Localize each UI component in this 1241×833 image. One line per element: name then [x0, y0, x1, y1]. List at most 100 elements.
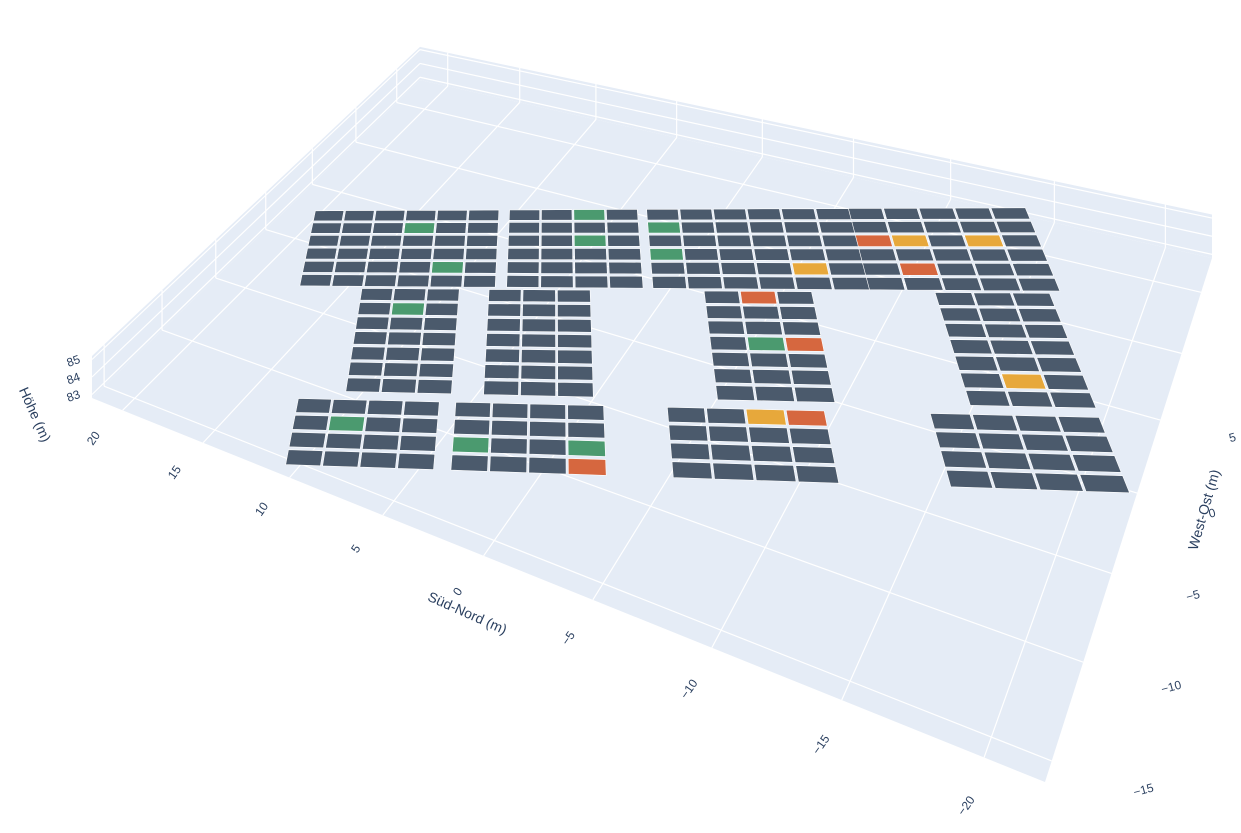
y-tick-label: −5	[1185, 587, 1202, 604]
panel	[387, 331, 422, 346]
panel	[706, 407, 747, 425]
panel	[508, 222, 540, 234]
panel	[940, 450, 988, 469]
panel	[1079, 474, 1130, 494]
panel	[521, 333, 556, 348]
highlighted-panel	[647, 221, 681, 234]
panel	[325, 432, 363, 450]
panel	[288, 431, 327, 449]
panel	[744, 320, 783, 336]
panel	[858, 248, 897, 262]
panel	[989, 471, 1039, 491]
panel	[383, 362, 419, 377]
panel	[936, 262, 977, 276]
panel	[679, 208, 714, 221]
panel	[815, 208, 852, 220]
panel	[436, 209, 468, 221]
panel	[285, 449, 324, 467]
panel	[401, 235, 434, 247]
panel	[334, 260, 367, 273]
panel	[949, 339, 993, 355]
panel	[295, 398, 332, 414]
panel	[776, 291, 815, 305]
panel	[783, 221, 820, 234]
x-tick-label: −20	[955, 793, 978, 818]
x-tick-label: −15	[809, 732, 832, 757]
panel	[670, 442, 711, 461]
panel	[705, 305, 743, 320]
panel	[299, 274, 333, 287]
panel	[886, 221, 926, 234]
grid-line	[396, 101, 1202, 293]
panel	[1000, 234, 1042, 248]
panel	[429, 274, 463, 288]
panel	[392, 288, 427, 302]
panel	[307, 235, 340, 247]
panel	[971, 414, 1019, 432]
panel	[507, 235, 540, 247]
panel	[374, 210, 406, 222]
panel	[557, 289, 591, 303]
panel	[1071, 454, 1122, 473]
panel	[821, 234, 859, 247]
panel	[788, 427, 832, 445]
panel	[1011, 292, 1056, 307]
panel	[788, 248, 827, 261]
panel	[1036, 357, 1083, 373]
panels	[285, 207, 1130, 494]
panel	[1034, 472, 1084, 492]
panel	[605, 209, 639, 221]
panel	[424, 302, 459, 316]
highlighted-panel	[739, 290, 778, 305]
panel	[685, 262, 721, 275]
panel	[713, 368, 753, 384]
panel	[786, 234, 823, 247]
panel	[668, 424, 709, 442]
panel	[711, 351, 750, 367]
panel	[557, 318, 592, 333]
panel	[1029, 340, 1076, 356]
panel	[792, 446, 836, 464]
panel	[398, 261, 432, 274]
panel	[399, 435, 437, 452]
panel	[787, 353, 828, 369]
highlighted-panel	[431, 261, 464, 274]
panel	[485, 333, 521, 348]
panel	[686, 276, 723, 290]
panel	[1006, 390, 1054, 408]
panel	[540, 221, 573, 234]
panel	[944, 323, 988, 338]
panel	[507, 248, 540, 260]
panel	[370, 235, 403, 247]
panel	[748, 221, 785, 234]
panel	[754, 385, 795, 402]
panel	[489, 455, 528, 474]
panel	[421, 332, 457, 347]
panel	[463, 275, 497, 288]
panel	[742, 305, 781, 320]
panel	[464, 261, 497, 274]
panel	[433, 235, 466, 247]
panel	[939, 307, 982, 322]
panel	[793, 386, 836, 403]
panel	[1011, 263, 1055, 277]
x-tick-label: 10	[252, 499, 271, 518]
x-axis-title: Süd-Nord (m)	[426, 588, 510, 637]
panel	[435, 222, 467, 234]
panel	[749, 352, 789, 368]
panel	[848, 208, 886, 220]
panel	[746, 208, 782, 220]
panel	[467, 209, 500, 221]
highlighted-panel	[785, 409, 828, 427]
panel	[490, 419, 528, 437]
panel	[894, 248, 935, 262]
panel	[362, 433, 400, 451]
panel	[567, 404, 605, 421]
panel	[608, 261, 643, 275]
panel	[703, 290, 741, 304]
panel	[607, 248, 642, 261]
panel	[781, 321, 822, 336]
panel	[522, 289, 556, 303]
grid-line	[91, 62, 421, 378]
